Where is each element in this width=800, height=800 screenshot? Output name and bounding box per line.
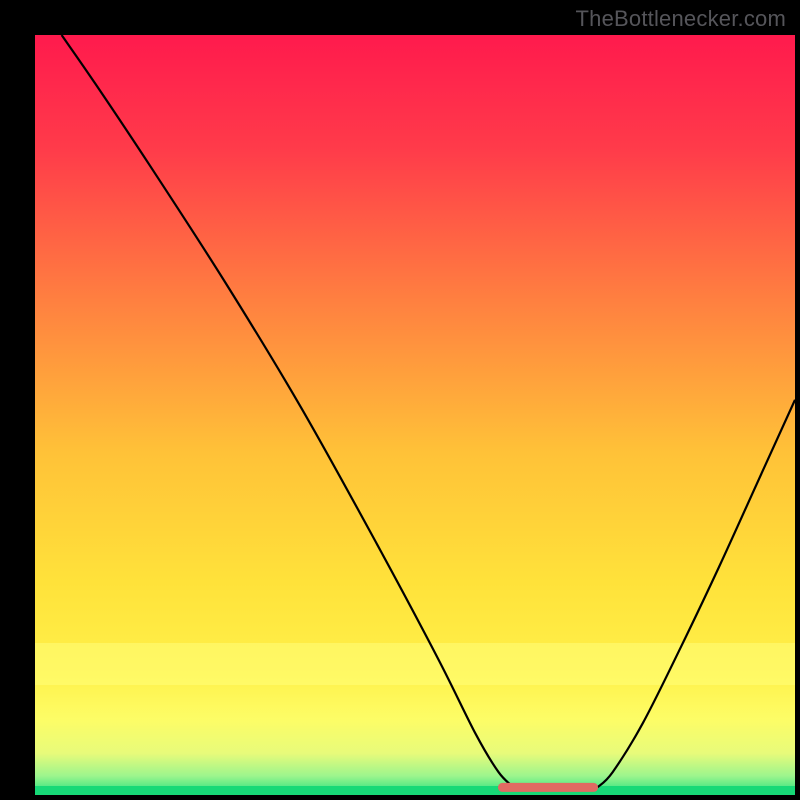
- chart-frame: TheBottlenecker.com: [0, 0, 800, 800]
- curve-right-branch: [597, 400, 795, 788]
- plot-area: [35, 35, 795, 795]
- plot-svg: [35, 35, 795, 795]
- curve-left-branch: [62, 35, 514, 787]
- watermark-text: TheBottlenecker.com: [576, 6, 786, 32]
